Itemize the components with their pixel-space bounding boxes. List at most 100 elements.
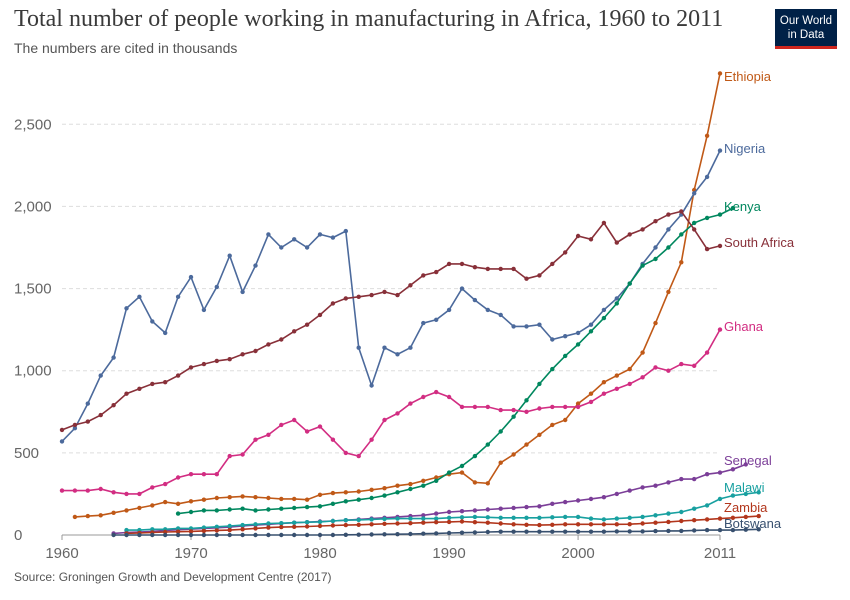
data-point: [459, 530, 465, 535]
data-point: [137, 491, 142, 497]
series-ethiopia[interactable]: [72, 71, 723, 520]
data-point: [175, 529, 181, 534]
series-nigeria[interactable]: [59, 148, 723, 444]
data-point: [175, 475, 181, 480]
data-point: [150, 527, 155, 532]
data-point: [550, 522, 555, 527]
data-point: [511, 324, 516, 329]
data-point: [692, 191, 697, 196]
series-south-africa[interactable]: [59, 209, 723, 433]
data-point: [266, 532, 271, 538]
data-point: [575, 404, 581, 410]
data-point: [627, 529, 632, 534]
data-point: [524, 522, 529, 527]
series-kenya[interactable]: [175, 205, 736, 516]
data-point: [653, 245, 658, 250]
data-point: [188, 472, 194, 477]
y-tick-label: 1,000: [14, 363, 52, 380]
data-point: [253, 508, 258, 513]
data-point: [292, 329, 297, 334]
data-point: [627, 381, 632, 387]
data-point: [511, 452, 516, 457]
data-point: [653, 320, 658, 326]
data-point: [369, 522, 374, 527]
data-point: [614, 296, 619, 301]
data-point: [537, 504, 542, 509]
data-point: [292, 532, 297, 538]
data-point: [717, 496, 723, 502]
data-point: [653, 256, 658, 262]
data-point: [717, 71, 723, 76]
data-point: [214, 528, 219, 533]
x-tick-label: 1970: [174, 545, 207, 562]
data-point: [124, 306, 129, 311]
data-point: [343, 228, 348, 234]
data-point: [421, 531, 426, 536]
data-point: [330, 235, 336, 240]
data-point: [175, 532, 181, 538]
data-point: [240, 522, 245, 528]
data-point: [201, 532, 207, 538]
series-line: [62, 329, 721, 495]
data-point: [421, 394, 426, 400]
data-point: [227, 253, 232, 258]
data-point: [640, 529, 645, 534]
series-malawi[interactable]: [124, 490, 761, 533]
data-point: [214, 508, 219, 513]
data-point: [717, 327, 723, 332]
data-point: [588, 496, 594, 502]
data-point: [524, 276, 529, 281]
data-point: [395, 292, 400, 298]
data-point: [614, 373, 619, 378]
data-point: [124, 508, 129, 513]
owid-logo[interactable]: Our World in Data: [775, 9, 837, 49]
data-point: [175, 526, 181, 531]
series-zambia[interactable]: [124, 513, 761, 536]
data-point: [356, 517, 361, 523]
data-point: [614, 240, 619, 245]
data-point: [188, 274, 194, 280]
data-point: [717, 516, 723, 521]
x-tick-label: 1980: [303, 545, 336, 562]
data-point: [498, 429, 503, 434]
data-point: [550, 515, 555, 520]
data-point: [330, 501, 336, 506]
data-point: [563, 404, 568, 410]
data-point: [485, 307, 490, 313]
data-point: [653, 483, 658, 488]
data-point: [343, 518, 348, 523]
data-point: [485, 442, 490, 447]
data-point: [588, 391, 594, 396]
data-point: [111, 490, 116, 495]
data-point: [175, 501, 181, 506]
data-point: [692, 518, 697, 523]
data-point: [240, 452, 245, 457]
data-point: [201, 307, 207, 313]
data-point: [330, 490, 336, 496]
data-point: [653, 513, 658, 518]
data-point: [692, 506, 697, 511]
data-point: [408, 345, 413, 350]
data-point: [730, 205, 736, 211]
data-point: [85, 488, 91, 493]
data-point: [446, 519, 452, 525]
series-label: Zambia: [724, 500, 768, 515]
y-axis-tick-labels: 0 500 1,000 1,500 2,000 2,500: [14, 116, 52, 544]
y-tick-label: 500: [14, 445, 39, 462]
data-point: [485, 266, 490, 272]
data-point: [692, 363, 697, 368]
data-point: [292, 520, 297, 525]
data-point: [472, 404, 478, 410]
data-point: [214, 472, 219, 477]
data-point: [408, 481, 413, 487]
data-point: [575, 514, 581, 520]
data-point: [330, 518, 336, 524]
data-point: [382, 345, 387, 350]
data-point: [756, 513, 761, 519]
data-point: [614, 491, 619, 497]
series-end-labels: Ethiopia Nigeria Kenya South Africa Ghana Sen…: [724, 69, 795, 531]
data-point: [730, 493, 736, 498]
series-ghana[interactable]: [59, 327, 723, 497]
series-botswana[interactable]: [111, 527, 761, 538]
data-point: [627, 488, 632, 493]
